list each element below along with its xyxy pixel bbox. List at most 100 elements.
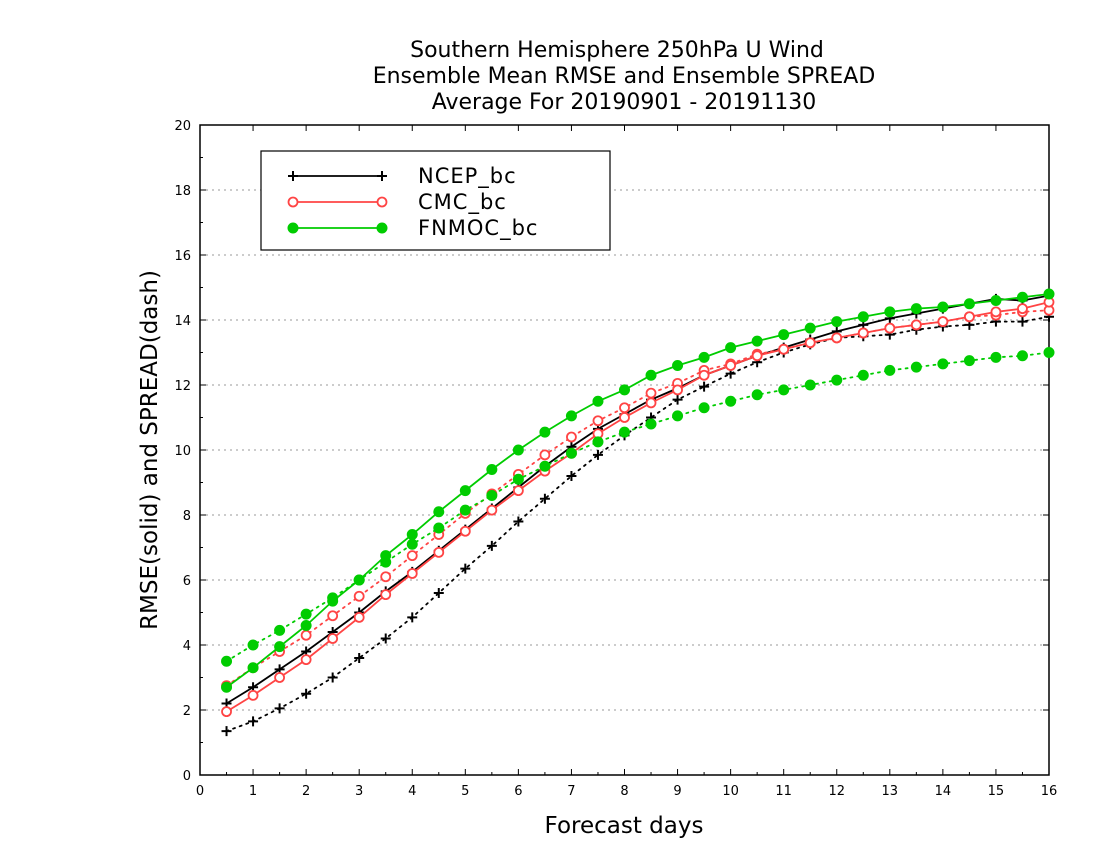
spread-point-fnmoc-bc [751, 389, 763, 401]
rmse-point-fnmoc-bc [539, 426, 551, 438]
spread-point-fnmoc-bc [937, 358, 949, 370]
legend-marker-fnmoc-bc [376, 222, 388, 234]
legend-marker-cmc-bc [376, 196, 388, 208]
rmse-point-fnmoc-bc [937, 301, 949, 313]
spread-point-ncep-bc [460, 563, 471, 574]
rmse-point-cmc-bc [910, 319, 922, 331]
rmse-point-cmc-bc [857, 327, 869, 339]
legend-label-ncep-bc: NCEP_bc [418, 164, 517, 189]
spread-point-fnmoc-bc [406, 538, 418, 550]
x-tick-label: 15 [988, 784, 1005, 799]
rmse-point-fnmoc-bc [221, 681, 233, 693]
rmse-point-fnmoc-bc [672, 360, 684, 371]
spread-point-fnmoc-bc [963, 355, 975, 367]
spread-point-cmc-bc [406, 550, 418, 562]
x-tick-label: 0 [196, 784, 204, 799]
y-tick-label: 8 [183, 509, 191, 524]
title-line-2: Ensemble Mean RMSE and Ensemble SPREAD [373, 64, 876, 89]
spread-point-cmc-bc [539, 449, 551, 461]
y-tick-label: 4 [183, 639, 191, 654]
legend-marker-ncep-bc [377, 171, 387, 181]
spread-point-ncep-bc [301, 688, 312, 699]
x-tick-label: 12 [828, 784, 845, 799]
spread-point-fnmoc-bc [804, 379, 816, 391]
rmse-point-cmc-bc [937, 316, 949, 328]
rmse-point-cmc-bc [327, 633, 339, 644]
x-tick-label: 10 [722, 784, 739, 799]
rmse-point-cmc-bc [433, 546, 445, 558]
spread-point-fnmoc-bc [645, 418, 657, 430]
x-tick-label: 4 [408, 784, 416, 799]
rmse-point-fnmoc-bc [857, 311, 869, 323]
legend-item-fnmoc-bc: FNMOC_bc [287, 216, 537, 241]
spread-point-ncep-bc [433, 588, 444, 598]
spread-line-fnmoc-bc [225, 351, 1050, 663]
y-axis-title: RMSE(solid) and SPREAD(dash) [137, 270, 163, 630]
rmse-point-cmc-bc [831, 332, 843, 344]
spread-point-ncep-bc [1017, 316, 1028, 327]
rmse-point-fnmoc-bc [884, 306, 896, 318]
spread-point-cmc-bc [380, 571, 392, 583]
x-tick-label: 7 [567, 784, 575, 799]
spread-point-ncep-bc [248, 716, 259, 727]
spread-point-fnmoc-bc [300, 608, 312, 620]
rmse-point-fnmoc-bc [512, 444, 524, 456]
rmse-point-fnmoc-bc [353, 574, 365, 586]
rmse-point-cmc-bc [751, 350, 763, 362]
spread-point-cmc-bc [353, 590, 365, 602]
series-fnmoc-bc [221, 288, 1055, 693]
rmse-point-fnmoc-bc [963, 298, 975, 310]
rmse-point-cmc-bc [459, 525, 471, 537]
y-tick-label: 0 [183, 769, 191, 784]
spread-point-cmc-bc [300, 629, 312, 641]
spread-line-ncep-bc [225, 315, 1050, 733]
x-tick-label: 14 [935, 784, 952, 799]
rmse-point-cmc-bc [221, 706, 232, 718]
spread-point-fnmoc-bc [910, 361, 922, 373]
rmse-point-fnmoc-bc [592, 395, 604, 407]
x-tick-label: 1 [249, 784, 257, 799]
spread-point-ncep-bc [699, 381, 710, 392]
x-tick-label: 9 [673, 784, 681, 799]
rmse-line-ncep-bc [226, 294, 1050, 705]
rmse-point-cmc-bc [698, 369, 710, 381]
x-tick-label: 6 [514, 784, 522, 799]
rmse-point-cmc-bc [725, 360, 737, 371]
spread-point-fnmoc-bc [592, 436, 604, 448]
rmse-point-fnmoc-bc [1016, 291, 1028, 303]
rmse-point-cmc-bc [486, 504, 498, 516]
rmse-point-fnmoc-bc [619, 384, 630, 396]
rmse-point-cmc-bc [247, 689, 259, 701]
spread-point-ncep-bc [274, 703, 285, 714]
rmse-point-fnmoc-bc [433, 506, 445, 518]
spread-point-ncep-bc [354, 653, 365, 663]
spread-point-fnmoc-bc [486, 490, 498, 501]
spread-point-fnmoc-bc [1043, 347, 1055, 358]
rmse-point-cmc-bc [804, 337, 816, 349]
spread-point-cmc-bc [592, 415, 604, 427]
rmse-point-fnmoc-bc [274, 641, 286, 653]
x-tick-label: 3 [355, 784, 363, 799]
rmse-point-fnmoc-bc [565, 410, 577, 422]
rmse-point-fnmoc-bc [486, 464, 498, 475]
rmse-point-fnmoc-bc [725, 342, 737, 354]
rmse-point-fnmoc-bc [990, 295, 1002, 306]
rmse-point-cmc-bc [990, 306, 1002, 318]
spread-point-ncep-bc [486, 540, 497, 551]
spread-point-fnmoc-bc [619, 426, 630, 438]
rmse-line-fnmoc-bc [225, 293, 1050, 688]
rmse-point-fnmoc-bc [327, 595, 339, 607]
axes: 0 1 2 3 4 5 6 7 8 9 10 11 12 13 14 15 160246810121416182… [174, 119, 1057, 799]
spread-point-ncep-bc [380, 633, 391, 644]
spread-point-cmc-bc [645, 387, 657, 399]
spread-point-fnmoc-bc [672, 410, 684, 422]
series-layer [221, 288, 1055, 737]
spread-point-fnmoc-bc [459, 504, 471, 516]
spread-point-fnmoc-bc [512, 473, 524, 485]
spread-point-ncep-bc [566, 471, 577, 481]
rmse-point-fnmoc-bc [910, 303, 922, 315]
rmse-point-cmc-bc [274, 672, 285, 683]
spread-point-cmc-bc [327, 610, 339, 622]
x-tick-label: 16 [1041, 784, 1058, 799]
